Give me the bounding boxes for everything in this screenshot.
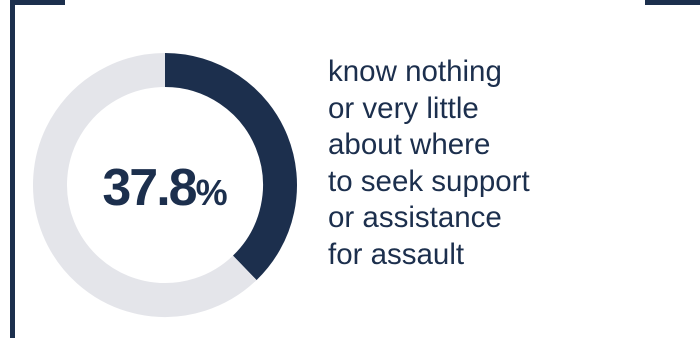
donut-chart: 37.8%	[33, 53, 297, 317]
donut-slice-highlight	[164, 53, 297, 281]
frame-top-right-rule	[645, 0, 700, 5]
frame-top-left-rule	[10, 0, 65, 5]
donut-center-value: 37.8	[102, 159, 196, 217]
donut-center-unit: %	[196, 172, 228, 213]
stat-description: know nothing or very little about where …	[328, 55, 530, 271]
frame-left-rule	[10, 0, 15, 338]
donut-center-label: 37.8%	[102, 159, 227, 217]
donut-slice-remainder	[33, 53, 257, 317]
donut-slices	[33, 53, 297, 317]
